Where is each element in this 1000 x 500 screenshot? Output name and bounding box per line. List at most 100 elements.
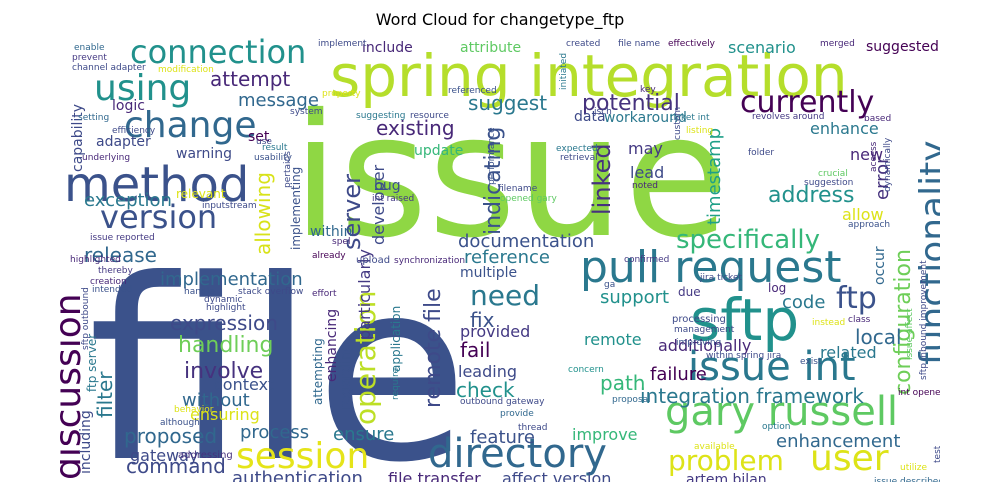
word-ensure: ensure (333, 424, 394, 445)
word-allow: allow (842, 205, 884, 224)
word-support: support (600, 287, 669, 308)
word-server: server (338, 174, 366, 250)
word-user: user (810, 438, 889, 479)
word-log: log (768, 281, 786, 295)
word-gateway: gateway (130, 446, 198, 465)
word-int-raised: int raised (372, 194, 414, 204)
word-scenario: scenario (728, 38, 796, 57)
word-dynamically: dynamically (883, 137, 893, 192)
word-processing: processing (672, 314, 726, 325)
word-process: process (240, 422, 309, 443)
word-provide: provide (500, 409, 534, 419)
word-integration-framework: integration framework (640, 384, 864, 408)
word-proposal: proposal (612, 395, 651, 405)
word-directory: directory (428, 431, 607, 477)
word-problem: problem (668, 444, 784, 477)
word-adapter: adapter (96, 134, 151, 150)
word-exist: exist (800, 357, 822, 367)
word-issue: issue (292, 78, 729, 276)
word-functionality: functionality (913, 140, 940, 365)
word-creation: creation (90, 277, 127, 287)
word-change: change (124, 105, 257, 146)
word-ftp-server: ftp server (85, 334, 99, 392)
word-currently: currently (740, 85, 874, 120)
word-documentation: documentation (458, 231, 594, 252)
word-sftp-outbound: sftp outbound (81, 287, 91, 350)
word-ftp: ftp (836, 281, 877, 316)
word-proposed: proposed (124, 424, 217, 448)
word-sftp: sftp (690, 286, 799, 354)
word-suggestion: suggestion (804, 178, 853, 188)
word-noted: noted (632, 181, 658, 191)
word-created: created (566, 39, 600, 49)
word-potential: potential (582, 91, 680, 116)
word-result: result (262, 143, 288, 153)
word-expression: expression (170, 311, 278, 335)
word-issue-affect: issue affect (905, 308, 915, 360)
word-warning: warning (176, 146, 232, 162)
word-revolves-around: revolves around (752, 112, 824, 122)
word-ensuring: ensuring (190, 405, 260, 424)
word-referenced: referenced (448, 86, 497, 96)
word-custom: custom (673, 107, 683, 140)
word-class: class (848, 315, 871, 325)
word-although: although (160, 418, 200, 428)
word-effectively: effectively (668, 39, 716, 49)
word-existing: existing (376, 116, 455, 140)
word-developer: developer (369, 164, 388, 245)
word-suggesting: suggesting (356, 111, 406, 121)
word-path: path (600, 371, 645, 395)
word-issue-reported: issue reported (90, 233, 155, 243)
word-implement: implement (318, 39, 367, 49)
word-sftp-inbound-improvement: sftp inbound improvement (919, 260, 929, 380)
word-system: system (290, 107, 323, 117)
word-highlight: highlight (206, 303, 246, 313)
word-highlighted: highlighted (70, 255, 121, 265)
word-issue-int: issue int (688, 344, 856, 390)
word-session: session (236, 436, 369, 477)
word-pull-request: pull request (580, 242, 842, 293)
word-error: error (872, 156, 893, 200)
word-handling: handling (178, 333, 273, 358)
word-artem-bilan: artem bilan (686, 472, 767, 482)
word-message: message (238, 90, 319, 111)
word-behavior: behavior (174, 405, 214, 415)
word-thread: thread (518, 423, 548, 433)
word-particularly: particularly (355, 249, 374, 340)
word-suggest: suggest (468, 91, 547, 115)
word-thereby: thereby (98, 266, 134, 276)
word-resource: resource (410, 111, 449, 121)
word-without: without (182, 390, 250, 411)
word-management: management (674, 325, 735, 335)
word-stack-overflow: stack overflow (238, 287, 303, 297)
word-folder: folder (748, 148, 774, 158)
word-upload: upload (356, 255, 390, 266)
word-expected: expected (556, 144, 598, 154)
word-implementing: implementing (289, 167, 303, 250)
word-already: already (312, 251, 346, 261)
word-within-spring-jira: within spring jira (706, 351, 781, 361)
word-multiple: multiple (460, 265, 517, 281)
word-efficiency: efficiency (112, 126, 156, 136)
word-ticket-int: ticket int (670, 113, 710, 123)
word-context: context (214, 375, 274, 394)
word-modification: modification (158, 65, 214, 75)
word-improve: improve (572, 425, 638, 444)
word-occur: occur (872, 246, 888, 285)
word-effort: effort (312, 289, 337, 299)
word-underlying: underlying (82, 153, 130, 163)
word-issue-described: issue described (874, 477, 940, 482)
word-involve: involve (184, 359, 263, 384)
word-regarding: regarding (338, 342, 354, 410)
word-remote: remote (584, 330, 642, 349)
word-logic: logic (112, 98, 145, 114)
word-file-transfer: file transfer (388, 469, 481, 482)
word-fix: fix (470, 308, 495, 332)
word-filename: filename (498, 184, 538, 194)
word-enhance: enhance (810, 119, 879, 138)
word-concern: concern (568, 365, 604, 375)
word-available: available (694, 442, 735, 452)
word-method: method (64, 157, 249, 213)
word-prevent: prevent (72, 53, 107, 63)
